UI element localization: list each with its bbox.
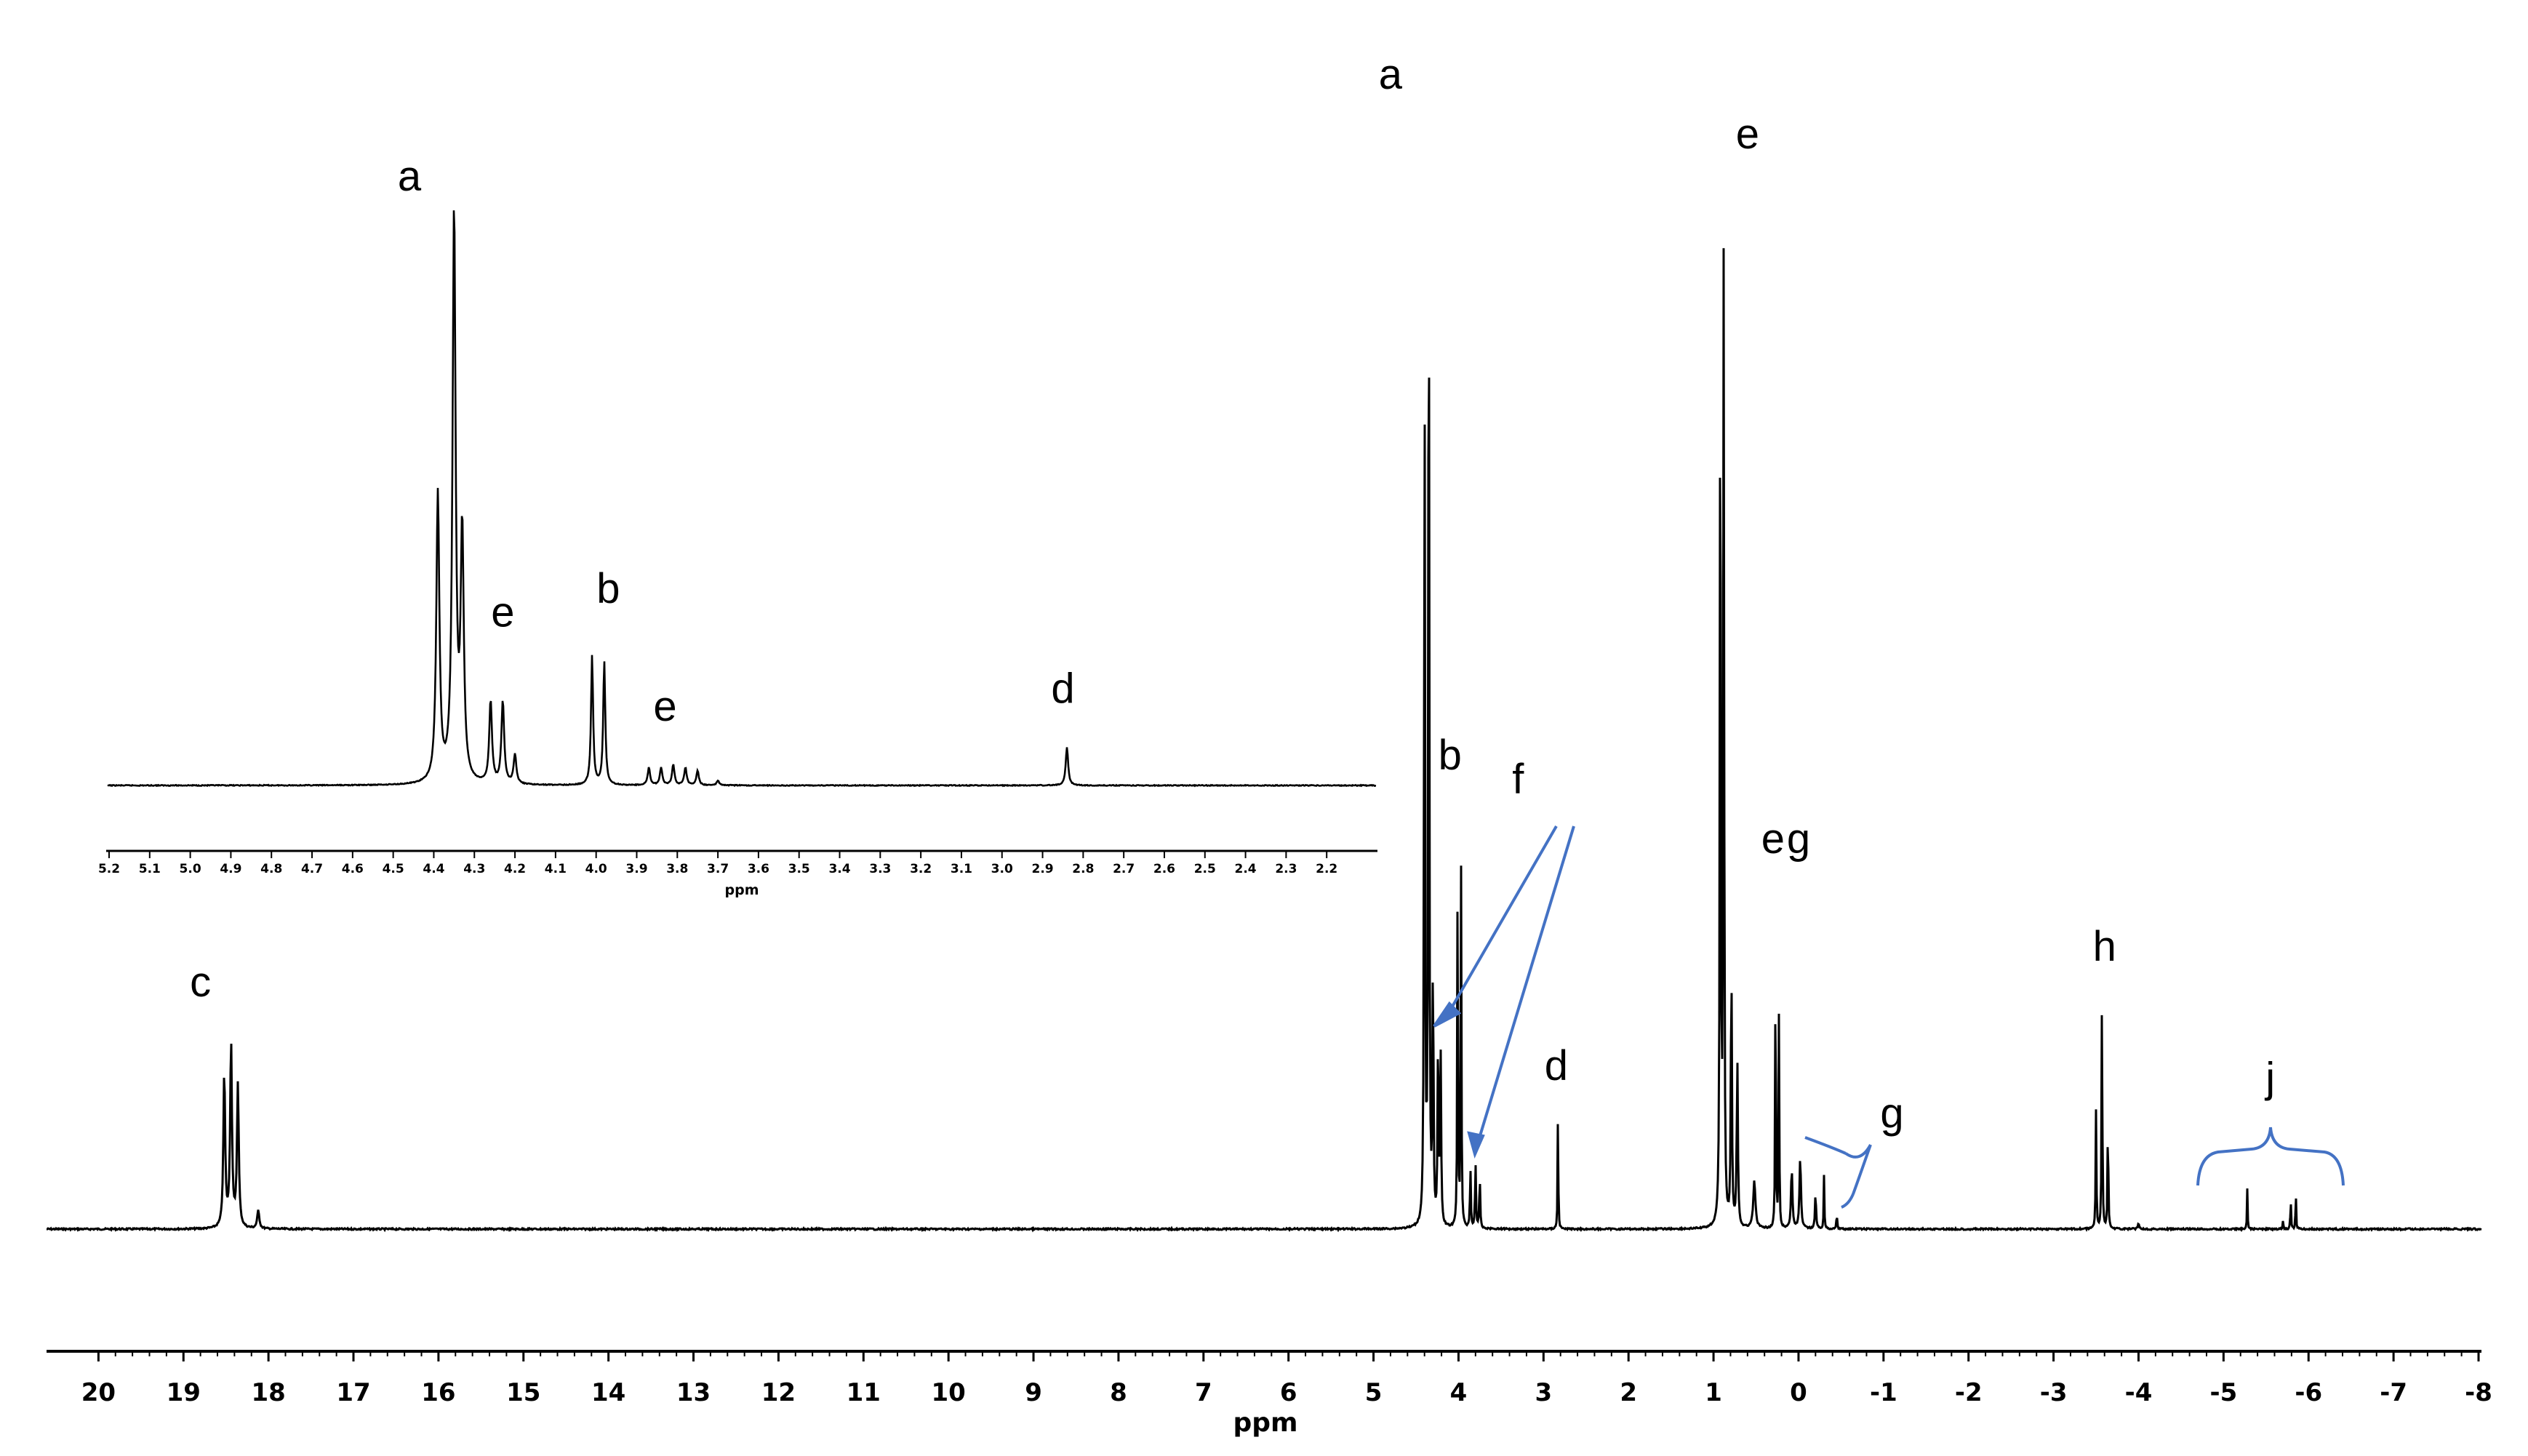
main-x-tick-label: 8 [1110, 1378, 1127, 1407]
main-x-tick-label: 0 [1790, 1378, 1807, 1407]
main-peak-label-e: e [1736, 111, 1759, 158]
f-arrow-1-head [1433, 1001, 1462, 1028]
inset-peak-label-e: e [491, 588, 514, 636]
inset-x-tick-label: 5.0 [180, 862, 201, 876]
inset-peak-labels: a e b e d [398, 153, 1075, 730]
main-x-tick-label: -7 [2380, 1378, 2407, 1407]
inset-peak-label-a: a [398, 153, 422, 200]
main-x-axis-title: ppm [1233, 1408, 1297, 1438]
inset-x-tick-label: 5.1 [139, 862, 161, 876]
main-x-tick-label: 18 [251, 1378, 285, 1407]
main-x-tick-label: 10 [932, 1378, 966, 1407]
main-x-tick-label: 17 [336, 1378, 370, 1407]
main-x-tick-label: -3 [2040, 1378, 2068, 1407]
inset-x-tick-label: 2.2 [1316, 862, 1337, 876]
inset-x-tick-label: 4.6 [342, 862, 364, 876]
inset-x-tick-label: 2.3 [1275, 862, 1297, 876]
main-peak-label-f: f [1512, 756, 1524, 803]
main-x-tick-label: 2 [1620, 1378, 1637, 1407]
main-x-tick-label: -5 [2209, 1378, 2237, 1407]
main-x-tick-label: -8 [2465, 1378, 2492, 1407]
inset-peak-label-b: b [596, 565, 620, 612]
inset-x-tick-label: 2.6 [1153, 862, 1175, 876]
inset-x-tick-label: 2.4 [1235, 862, 1257, 876]
inset-spectrum: 5.2 5.1 5.0 4.9 4.8 4.7 4.6 4.5 4.4 4.3 4.2 4.1 4.0 3… [98, 153, 1377, 898]
inset-x-tick-label: 3.2 [910, 862, 932, 876]
main-x-tick-label: 13 [676, 1378, 711, 1407]
main-x-tick-label: 4 [1450, 1378, 1468, 1407]
inset-x-tick-label: 2.5 [1194, 862, 1216, 876]
f-arrow-2 [1478, 825, 1575, 1139]
inset-x-tick-label: 3.5 [788, 862, 810, 876]
inset-x-axis-ticks: 5.2 5.1 5.0 4.9 4.8 4.7 4.6 4.5 4.4 4.3 4.2 4.1 4.0 3… [98, 851, 1337, 876]
main-x-tick-label: 7 [1195, 1378, 1212, 1407]
inset-x-tick-label: 3.6 [748, 862, 769, 876]
annotation-marks [1433, 825, 2345, 1209]
main-peak-label-e: e [1761, 815, 1785, 863]
inset-x-tick-label: 3.3 [869, 862, 891, 876]
inset-x-tick-label: 3.1 [951, 862, 972, 876]
inset-x-tick-label: 2.7 [1113, 862, 1135, 876]
main-x-tick-label: 1 [1705, 1378, 1722, 1407]
main-x-tick-label: 5 [1365, 1378, 1383, 1407]
main-peak-label-g: g [1787, 815, 1810, 863]
inset-peak-label-e: e [653, 683, 676, 730]
main-x-tick-label: 6 [1280, 1378, 1297, 1407]
main-x-tick-label: 12 [761, 1378, 796, 1407]
main-x-tick-label: 3 [1535, 1378, 1552, 1407]
inset-peak-label-d: d [1051, 665, 1074, 713]
f-arrow-2-head [1467, 1131, 1485, 1159]
inset-x-tick-label: 4.9 [220, 862, 241, 876]
inset-x-tick-label: 3.7 [707, 862, 729, 876]
inset-x-tick-label: 3.9 [625, 862, 647, 876]
main-peak-label-g: g [1880, 1090, 1903, 1137]
main-spectrum-trace [46, 248, 2482, 1233]
inset-x-tick-label: 3.4 [828, 862, 850, 876]
main-peak-label-h: h [2093, 923, 2116, 970]
inset-x-tick-label: 4.4 [423, 862, 444, 876]
inset-x-tick-label: 5.2 [98, 862, 120, 876]
inset-spectrum-trace [107, 210, 1377, 788]
main-x-tick-label: -1 [1870, 1378, 1897, 1407]
main-spectrum: 20 19 18 17 16 15 14 13 12 11 10 9 8 7 6 5 4 3 2 1 0 -1 -2 -3 -4… [46, 51, 2492, 1438]
inset-x-tick-label: 4.1 [545, 862, 567, 876]
main-x-axis-ticks: 20 19 18 17 16 15 14 13 12 11 10 9 8 7 6 5 4 3 2 1 0 -1 -2 -3 -4… [81, 1351, 2492, 1407]
inset-x-tick-label: 4.5 [383, 862, 404, 876]
main-x-tick-label: 11 [847, 1378, 881, 1407]
main-x-tick-label: 16 [421, 1378, 455, 1407]
main-x-tick-label: 9 [1025, 1378, 1042, 1407]
main-peak-label-c: c [190, 959, 211, 1006]
inset-x-tick-label: 4.2 [504, 862, 526, 876]
inset-x-tick-label: 4.7 [301, 862, 323, 876]
inset-x-tick-label: 3.8 [666, 862, 688, 876]
inset-x-tick-label: 3.0 [991, 862, 1013, 876]
inset-x-tick-label: 4.3 [463, 862, 485, 876]
inset-x-axis-title: ppm [725, 882, 759, 898]
f-arrow-1 [1446, 825, 1558, 1016]
main-peak-label-j: j [2264, 1054, 2275, 1101]
main-x-tick-label: 14 [591, 1378, 625, 1407]
main-x-tick-label: -4 [2125, 1378, 2153, 1407]
main-x-tick-label: 20 [81, 1378, 116, 1407]
main-x-tick-label: 15 [506, 1378, 540, 1407]
inset-x-tick-label: 4.0 [585, 862, 607, 876]
main-x-tick-label: -6 [2295, 1378, 2322, 1407]
inset-x-tick-label: 4.8 [260, 862, 282, 876]
inset-x-tick-label: 2.9 [1031, 862, 1053, 876]
g-bracket [1804, 1136, 1872, 1209]
main-x-tick-label: -2 [1955, 1378, 1983, 1407]
main-peak-label-a: a [1379, 51, 1403, 98]
inset-x-tick-label: 2.8 [1072, 862, 1094, 876]
main-x-tick-label: 19 [167, 1378, 201, 1407]
main-peak-label-b: b [1439, 732, 1462, 779]
main-peak-label-d: d [1545, 1042, 1568, 1089]
main-peak-labels: a b c d e e f g g h j [190, 51, 2275, 1137]
j-bracket [2196, 1127, 2345, 1186]
